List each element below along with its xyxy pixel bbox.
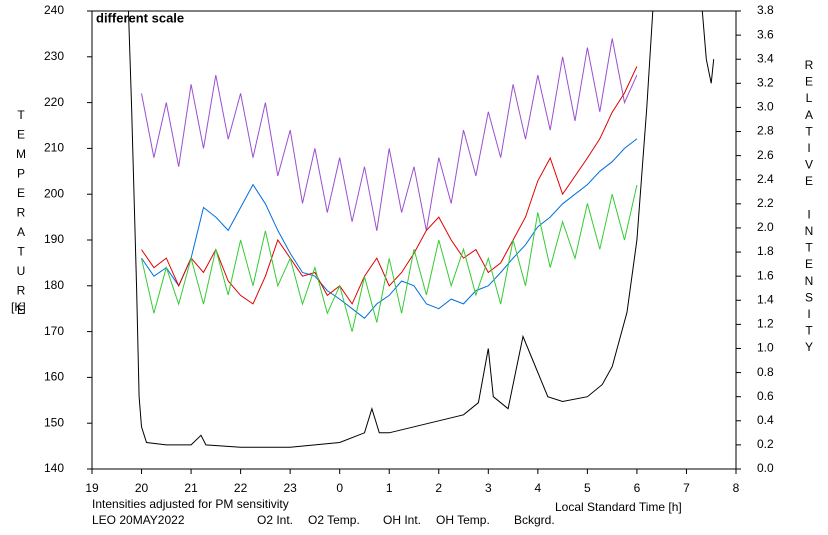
legend-entry: O2 Temp.: [308, 513, 360, 527]
y2-tick-label: 2.4: [757, 172, 774, 186]
x-tick-label: 20: [135, 481, 149, 495]
y2-tick-label: 0.8: [757, 365, 774, 379]
y-axis-label: TEMPERATURE: [14, 108, 28, 323]
series-line: [141, 66, 638, 305]
y2-tick-label: 1.0: [757, 341, 774, 355]
x-tick-label: 4: [535, 481, 542, 495]
x-tick-label: 3: [485, 481, 492, 495]
y2-tick-label: 2.8: [757, 124, 774, 138]
x-tick-label: 19: [85, 481, 99, 495]
y-tick-label: 200: [44, 186, 64, 200]
y2-tick-label: 2.6: [757, 148, 774, 162]
legend-entry: OH Temp.: [436, 513, 490, 527]
x-tick-label: 22: [234, 481, 248, 495]
x-tick-label: 7: [683, 481, 690, 495]
x-tick-label: 21: [184, 481, 198, 495]
y-tick-label: 220: [44, 95, 64, 109]
x-tick-label: 1: [386, 481, 393, 495]
y2-tick-label: 1.4: [757, 292, 774, 306]
y-tick-label: 150: [44, 415, 64, 429]
plot-lines: [127, 11, 715, 448]
y-tick-label: 160: [44, 370, 64, 384]
x-axis-label: Local Standard Time [h]: [555, 500, 682, 514]
y-tick-label: 190: [44, 232, 64, 246]
x-tick-label: 5: [584, 481, 591, 495]
legend-entry: O2 Int.: [257, 513, 293, 527]
y-axis-unit: [K]: [11, 300, 26, 314]
x-tick-label: 0: [336, 481, 343, 495]
y-tick-label: 170: [44, 324, 64, 338]
station: LEO 20MAY2022: [92, 513, 185, 527]
y2-tick-label: 3.4: [757, 51, 774, 65]
y-tick-label: 210: [44, 141, 64, 155]
x-tick-label: 2: [435, 481, 442, 495]
y2-tick-label: 2.0: [757, 220, 774, 234]
y2-tick-label: 3.8: [757, 3, 774, 17]
y2-tick-label: 0.4: [757, 413, 774, 427]
note: Intensities adjusted for PM sensitivity: [92, 497, 289, 511]
y2-tick-label: 2.2: [757, 196, 774, 210]
y2-tick-label: 0.0: [757, 461, 774, 475]
y2-tick-label: 1.2: [757, 317, 774, 331]
y2-tick-label: 0.6: [757, 389, 774, 403]
annotation: different scale: [96, 10, 184, 25]
y2-tick-label: 1.6: [757, 268, 774, 282]
y-tick-label: 180: [44, 278, 64, 292]
y2-tick-label: 3.6: [757, 27, 774, 41]
series-line: [141, 38, 638, 231]
y-tick-label: 240: [44, 3, 64, 17]
x-tick-label: 6: [634, 481, 641, 495]
y2-tick-label: 3.0: [757, 100, 774, 114]
series-line: [141, 138, 638, 319]
legend-entry: OH Int.: [383, 513, 421, 527]
y-tick-label: 140: [44, 461, 64, 475]
x-tick-label: 8: [733, 481, 740, 495]
y2-tick-label: 3.2: [757, 75, 774, 89]
y2-axis-label: RELATIVE INTENSITY: [802, 58, 816, 357]
y2-tick-label: 0.2: [757, 437, 774, 451]
series-line: [127, 11, 715, 448]
series-line: [141, 184, 638, 332]
x-tick-label: 23: [283, 481, 297, 495]
y2-tick-label: 1.8: [757, 244, 774, 258]
legend-entry: Bckgrd.: [514, 513, 555, 527]
y-tick-label: 230: [44, 49, 64, 63]
plot-frame: [91, 10, 737, 470]
